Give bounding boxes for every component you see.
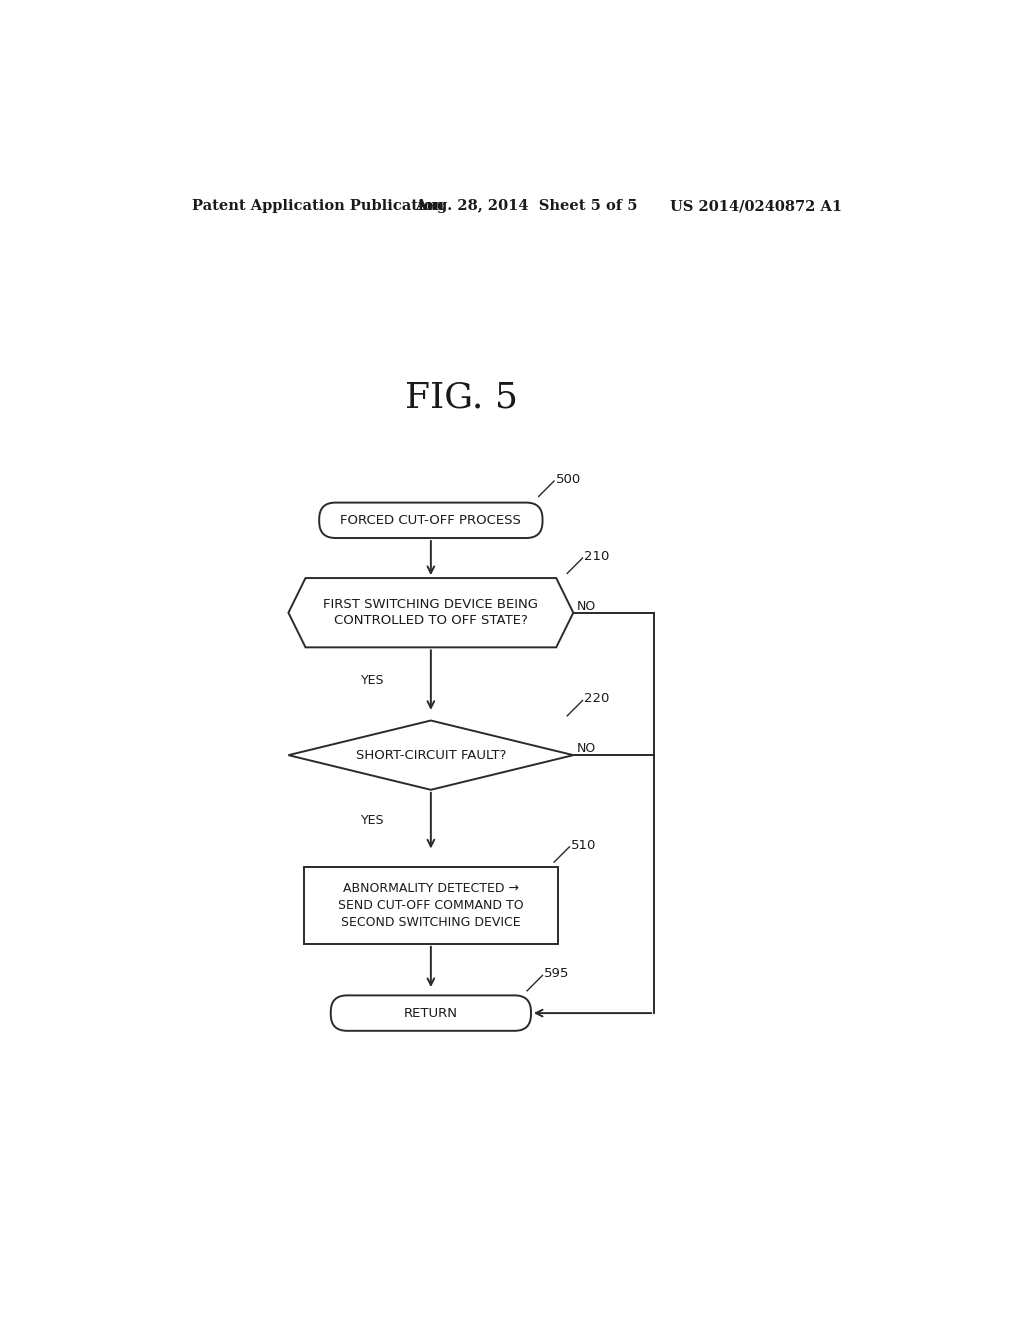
Text: FIRST SWITCHING DEVICE BEING
CONTROLLED TO OFF STATE?: FIRST SWITCHING DEVICE BEING CONTROLLED … (324, 598, 539, 627)
FancyBboxPatch shape (331, 995, 531, 1031)
FancyBboxPatch shape (319, 503, 543, 539)
Text: 500: 500 (556, 473, 581, 486)
Bar (304, 867, 558, 944)
Text: Patent Application Publication: Patent Application Publication (193, 199, 444, 213)
Text: 595: 595 (544, 968, 569, 981)
Text: FORCED CUT-OFF PROCESS: FORCED CUT-OFF PROCESS (340, 513, 521, 527)
Text: Aug. 28, 2014  Sheet 5 of 5: Aug. 28, 2014 Sheet 5 of 5 (416, 199, 638, 213)
Text: 510: 510 (571, 838, 596, 851)
Text: US 2014/0240872 A1: US 2014/0240872 A1 (670, 199, 842, 213)
Text: YES: YES (361, 814, 385, 828)
Text: 210: 210 (584, 550, 609, 564)
Text: NO: NO (577, 601, 596, 612)
Text: NO: NO (577, 742, 596, 755)
Text: SHORT-CIRCUIT FAULT?: SHORT-CIRCUIT FAULT? (355, 748, 506, 762)
Text: 220: 220 (584, 693, 609, 705)
Text: YES: YES (361, 673, 385, 686)
Polygon shape (289, 578, 573, 647)
Polygon shape (289, 721, 573, 789)
Text: RETURN: RETURN (403, 1007, 458, 1019)
Text: ABNORMALITY DETECTED →
SEND CUT-OFF COMMAND TO
SECOND SWITCHING DEVICE: ABNORMALITY DETECTED → SEND CUT-OFF COMM… (338, 882, 523, 929)
Text: FIG. 5: FIG. 5 (406, 380, 518, 414)
